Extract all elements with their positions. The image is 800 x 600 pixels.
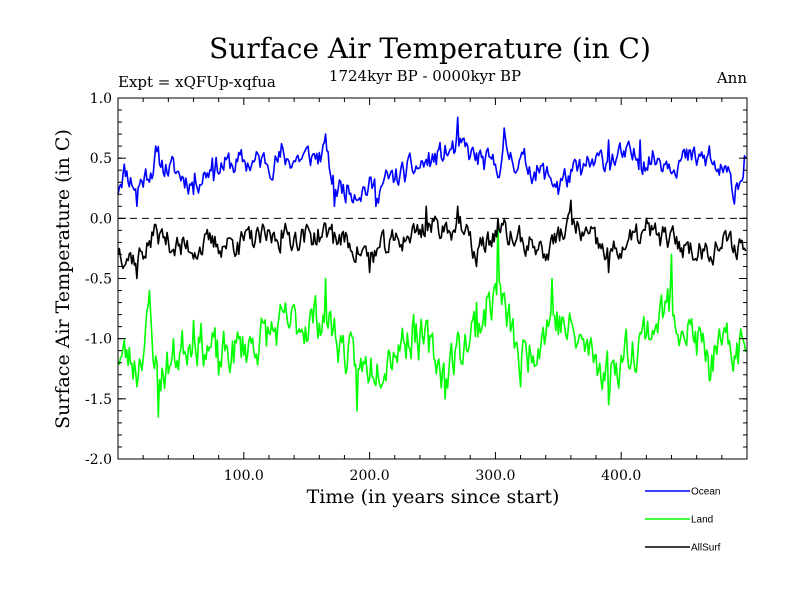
y-tick-label: 0.0 (90, 211, 112, 227)
x-axis-ticks: 100.0 200.0 300.0 400.0 (142, 98, 723, 484)
legend-label-ocean: Ocean (691, 487, 720, 498)
y-tick-label: 1.0 (90, 91, 112, 107)
x-tick-label: 200.0 (350, 468, 390, 484)
y-tick-label: 0.5 (90, 151, 112, 167)
y-tick-label: -0.5 (85, 272, 112, 288)
experiment-label: Expt = xQFUp-xqfua (118, 73, 276, 91)
x-axis-label: Time (in years since start) (307, 486, 560, 508)
series-line-land (117, 217, 747, 418)
legend: Ocean Land AllSurf (645, 487, 721, 554)
legend-label-allsurf: AllSurf (691, 543, 721, 554)
y-axis-ticks: -2.0 -1.5 -1.0 -0.5 0.0 0.5 1.0 (85, 91, 747, 468)
series-line-ocean (117, 116, 747, 208)
legend-label-land: Land (691, 515, 713, 526)
plot-area: 100.0 200.0 300.0 400.0 -2.0 -1.5 -1.0 -0.5 0.0… (85, 91, 748, 484)
chart-title: Surface Air Temperature (in C) (209, 32, 651, 65)
series-line-allsurf (117, 199, 747, 280)
season-label: Ann (716, 69, 747, 87)
x-tick-label: 400.0 (601, 468, 641, 484)
y-tick-label: -1.5 (85, 392, 112, 408)
x-tick-label: 100.0 (224, 468, 264, 484)
series-group (117, 116, 747, 418)
y-axis-label: Surface Air Temperature (in C) (52, 129, 74, 429)
y-tick-label: -2.0 (85, 452, 112, 468)
x-tick-label: 300.0 (475, 468, 515, 484)
chart-subtitle: 1724kyr BP - 0000kyr BP (329, 67, 521, 85)
y-tick-label: -1.0 (85, 332, 112, 348)
